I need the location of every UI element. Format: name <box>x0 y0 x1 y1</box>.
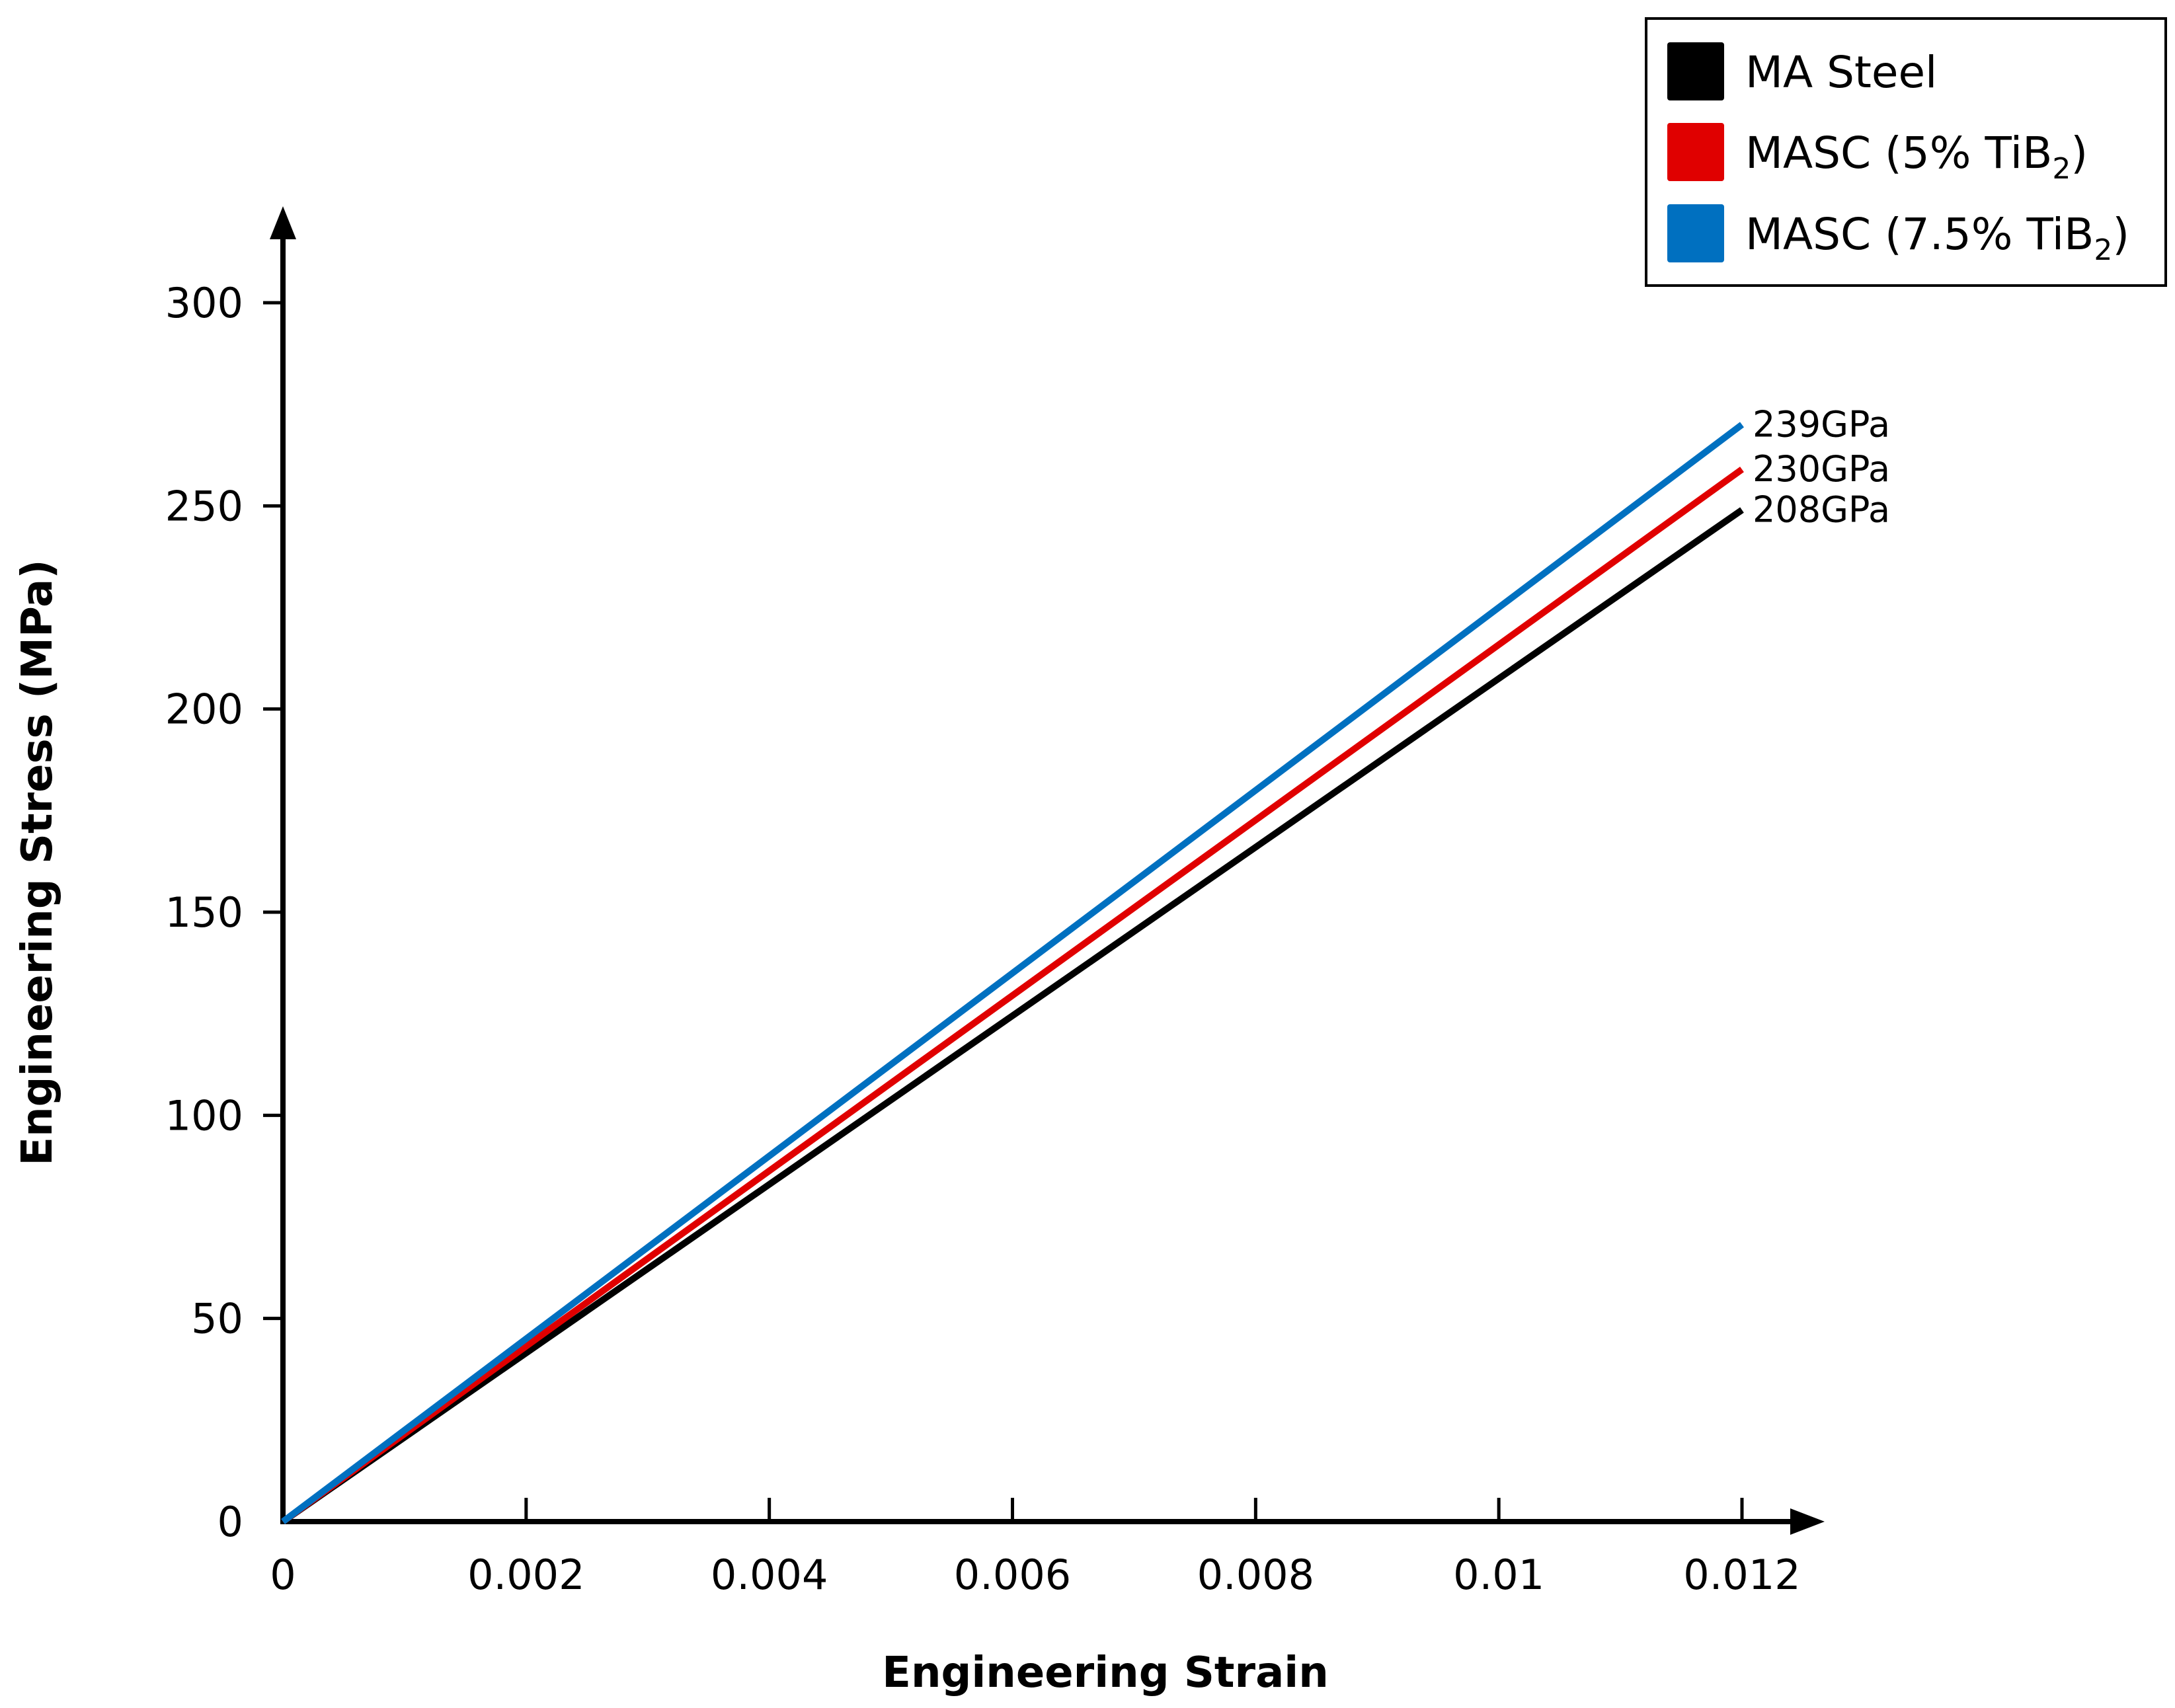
x-tick-label: 0.002 <box>467 1551 585 1599</box>
series-end-label: 208GPa <box>1753 488 1890 530</box>
x-ticks: 0 0.002 0.004 0.006 0.008 0.01 0.012 <box>270 1498 1801 1599</box>
y-tick-label: 200 <box>165 685 243 734</box>
legend-items: MA Steel MASC (5% TiB2) MASC (7.5% TiB2) <box>1667 42 2129 267</box>
axes <box>270 206 1825 1535</box>
x-tick-label: 0.01 <box>1453 1551 1544 1599</box>
legend-label: MA Steel <box>1745 47 1937 98</box>
y-tick-label: 300 <box>165 279 243 327</box>
x-axis-arrowhead <box>1790 1508 1825 1535</box>
series-line <box>281 507 1744 1525</box>
x-tick-label: 0.012 <box>1683 1551 1801 1599</box>
series-end-label: 230GPa <box>1753 448 1890 490</box>
series-end-label: 239GPa <box>1753 403 1890 445</box>
y-tick-label: 100 <box>165 1091 243 1140</box>
legend-label: MASC (7.5% TiB2) <box>1745 209 2129 267</box>
y-axis-arrowhead <box>270 206 296 239</box>
y-axis-title: Engineering Stress (MPa) <box>13 559 62 1165</box>
legend-swatch <box>1667 123 1724 181</box>
legend: MA Steel MASC (5% TiB2) MASC (7.5% TiB2) <box>1645 17 2167 287</box>
x-axis-title: Engineering Strain <box>882 1649 1329 1697</box>
legend-swatch <box>1667 204 1724 262</box>
legend-swatch <box>1667 42 1724 100</box>
legend-label: MASC (5% TiB2) <box>1745 128 2088 186</box>
x-tick-label: 0 <box>270 1551 296 1599</box>
y-tick-label: 250 <box>165 482 243 530</box>
y-tick-label: 150 <box>165 888 243 937</box>
x-tick-label: 0.006 <box>954 1551 1072 1599</box>
y-tick-label: 0 <box>218 1498 243 1546</box>
series-lines <box>280 422 1745 1525</box>
series-line <box>281 466 1744 1525</box>
x-tick-label: 0.008 <box>1197 1551 1315 1599</box>
y-ticks: 0 50 100 150 200 250 300 <box>165 279 283 1546</box>
y-tick-label: 50 <box>191 1295 243 1343</box>
x-tick-label: 0.004 <box>711 1551 828 1599</box>
series-line <box>280 422 1745 1524</box>
legend-box <box>1645 17 2167 287</box>
